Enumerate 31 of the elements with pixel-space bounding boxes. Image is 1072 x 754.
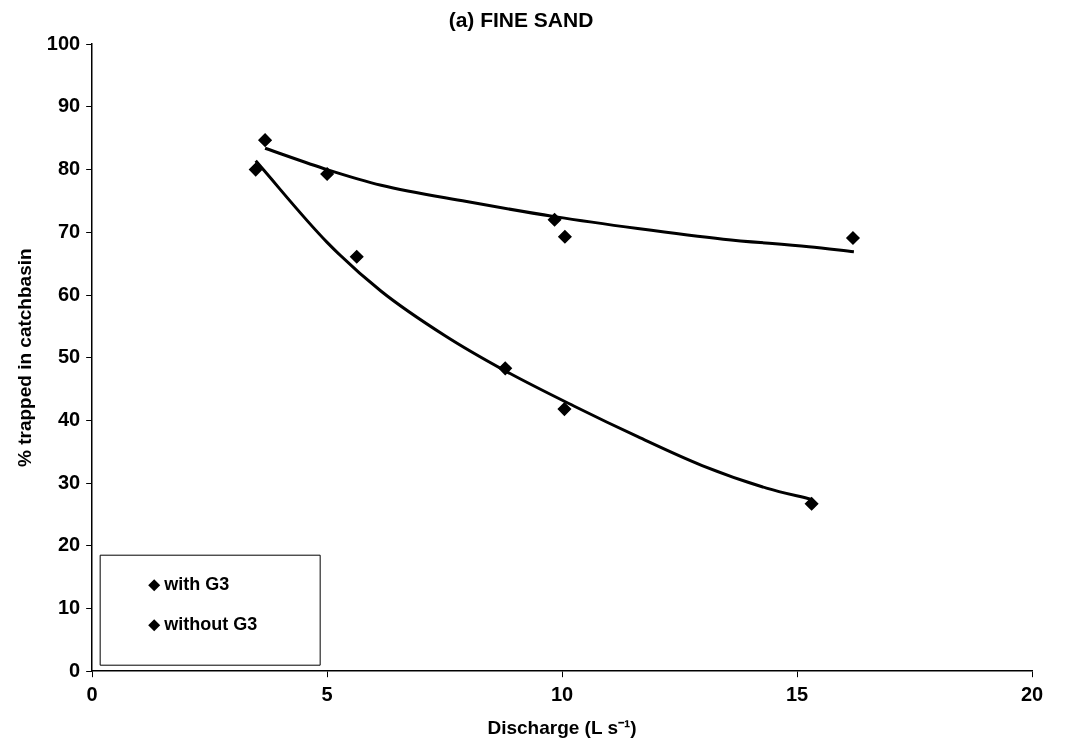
point xyxy=(804,497,819,511)
y-tick-label: 60 xyxy=(57,282,81,305)
x-axis-title: Discharge (L s⁻¹) xyxy=(487,716,637,738)
y-tick-label: 100 xyxy=(46,31,81,54)
y-tick-label: 50 xyxy=(57,345,81,368)
point xyxy=(547,213,562,227)
y-tick-label: 40 xyxy=(57,407,81,430)
legend-label: with G3 xyxy=(163,574,230,595)
chart-title: (a) FINE SAND xyxy=(448,8,594,32)
point xyxy=(248,162,263,177)
y-tick-label: 0 xyxy=(69,658,81,681)
legend-label: without G3 xyxy=(163,614,258,635)
y-tick-label: 10 xyxy=(57,596,81,619)
x-tick-label: 10 xyxy=(550,682,574,705)
point xyxy=(557,402,572,416)
y-tick-label: 80 xyxy=(57,157,81,180)
y-tick-label: 70 xyxy=(57,219,81,242)
point xyxy=(846,231,860,245)
y-tick-label: 30 xyxy=(57,470,81,493)
point xyxy=(320,167,334,181)
point xyxy=(498,361,512,376)
x-tick-label: 15 xyxy=(785,682,809,705)
point xyxy=(258,133,272,147)
point xyxy=(558,229,572,244)
x-tick-label: 5 xyxy=(321,682,333,705)
point xyxy=(349,250,364,264)
y-tick-label: 20 xyxy=(57,533,81,556)
x-tick-label: 20 xyxy=(1020,682,1044,705)
x-tick-label: 0 xyxy=(86,682,98,705)
y-tick-label: 90 xyxy=(57,94,81,117)
y-axis-title: % trapped in catchbasin xyxy=(13,248,35,467)
